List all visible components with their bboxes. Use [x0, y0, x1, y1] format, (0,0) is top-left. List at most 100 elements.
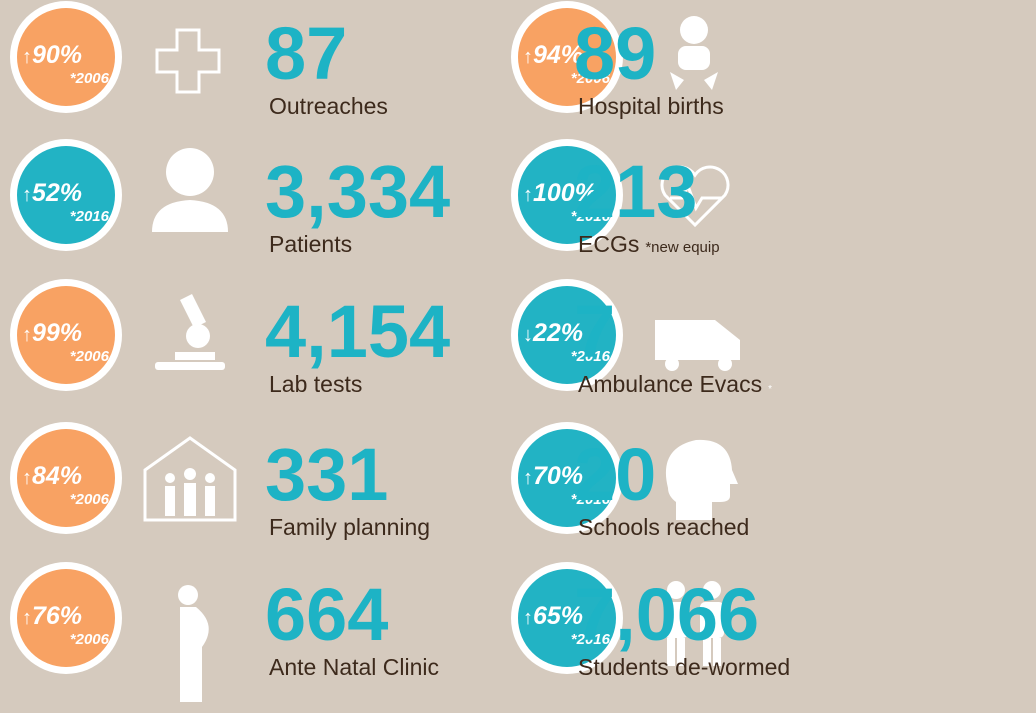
icon-cross — [155, 28, 221, 94]
arrow: ↑ — [22, 324, 32, 346]
badge-year: *2016 — [571, 208, 611, 225]
icon-baby — [670, 16, 718, 90]
arrow: ↑ — [523, 184, 533, 206]
stat-number: 664 — [265, 573, 388, 656]
icon-pregnant — [178, 585, 209, 702]
badge-year: *2016 — [571, 631, 611, 648]
stat-number: 89 — [574, 12, 656, 95]
badge — [17, 569, 115, 667]
arrow: ↑ — [22, 467, 32, 489]
badge-percent: ↑100% — [523, 179, 597, 207]
percent: 90% — [32, 41, 82, 69]
badge-percent: ↑90% — [22, 41, 82, 69]
icon-head — [665, 439, 738, 520]
stat-label: Ante Natal Clinic — [269, 654, 439, 680]
label: Ambulance Evacs — [578, 371, 762, 397]
badge — [518, 8, 616, 106]
stat-label: Lab tests — [269, 371, 362, 397]
badge-percent: ↑65% — [523, 602, 583, 630]
label: Outreaches — [269, 93, 388, 119]
stat-number: 20 — [574, 433, 656, 516]
percent: 65% — [533, 602, 583, 630]
arrow: ↑ — [523, 467, 533, 489]
arrow: ↑ — [523, 46, 533, 68]
icon-doctor — [152, 148, 228, 232]
badge — [17, 146, 115, 244]
label: ECGs — [578, 231, 639, 257]
percent: 84% — [32, 462, 82, 490]
stat-label: Ambulance Evacs * — [578, 371, 772, 397]
badge-year: *2016 — [70, 208, 110, 225]
stat-number: 3,334 — [265, 150, 450, 233]
stat-number: 331 — [265, 433, 388, 516]
label: Hospital births — [578, 93, 724, 119]
icon-family — [143, 436, 237, 522]
arrow: ↓ — [523, 324, 533, 346]
percent: 99% — [32, 319, 82, 347]
badge-percent: ↑99% — [22, 319, 82, 347]
badge-percent: ↑52% — [22, 179, 82, 207]
arrow: ↑ — [22, 184, 32, 206]
arrow: ↑ — [523, 607, 533, 629]
stat-number: 213 — [574, 150, 697, 233]
stat-label: ECGs *new equip — [578, 231, 720, 257]
stat-number: 87 — [265, 12, 347, 95]
badge-year: *2006 — [571, 70, 611, 87]
note: * — [768, 384, 772, 395]
arrow: ↑ — [22, 607, 32, 629]
badge-percent: ↓22% — [523, 319, 583, 347]
stat-label: Hospital births — [578, 93, 724, 119]
badge-percent: ↑76% — [22, 602, 82, 630]
badge-year: *2016 — [571, 491, 611, 508]
badge-year: *2006 — [70, 70, 110, 87]
percent: 76% — [32, 602, 82, 630]
badge-year: *2016 — [571, 348, 611, 365]
arrow: ↑ — [22, 46, 32, 68]
stat-label: Outreaches — [269, 93, 388, 119]
badge — [17, 8, 115, 106]
icon-students — [664, 581, 724, 666]
icon-microscope — [155, 294, 225, 370]
badge-year: *2006 — [70, 631, 110, 648]
icons — [143, 16, 740, 702]
percent: 52% — [32, 179, 82, 207]
stat-number: 7,066 — [574, 573, 759, 656]
badge-percent: ↑84% — [22, 462, 82, 490]
badge — [518, 286, 616, 384]
stat-label: Schools reached — [578, 514, 749, 540]
icon-ambulance — [655, 320, 740, 371]
stat-label: Patients — [269, 231, 352, 257]
badge — [518, 429, 616, 527]
badge-year: *2006 — [70, 491, 110, 508]
icon-heart — [660, 165, 730, 228]
percent: 94% — [533, 41, 583, 69]
badge-year: *2006 — [70, 348, 110, 365]
badge — [518, 146, 616, 244]
label: Schools reached — [578, 514, 749, 540]
label: Students de-wormed — [578, 654, 790, 680]
stat-label: Family planning — [269, 514, 430, 540]
stat-label: Students de-wormed — [578, 654, 790, 680]
badge — [518, 569, 616, 667]
percent: 100% — [533, 179, 597, 207]
label: Family planning — [269, 514, 430, 540]
stat-number: 7 — [574, 290, 615, 373]
badge-percent: ↑94% — [523, 41, 583, 69]
percent: 70% — [533, 462, 583, 490]
stat-number: 4,154 — [265, 290, 450, 373]
badge-percent: ↑70% — [523, 462, 583, 490]
badge — [17, 286, 115, 384]
note: *new equip — [645, 239, 719, 256]
percent: 22% — [532, 319, 583, 347]
label: Lab tests — [269, 371, 362, 397]
label: Ante Natal Clinic — [269, 654, 439, 680]
